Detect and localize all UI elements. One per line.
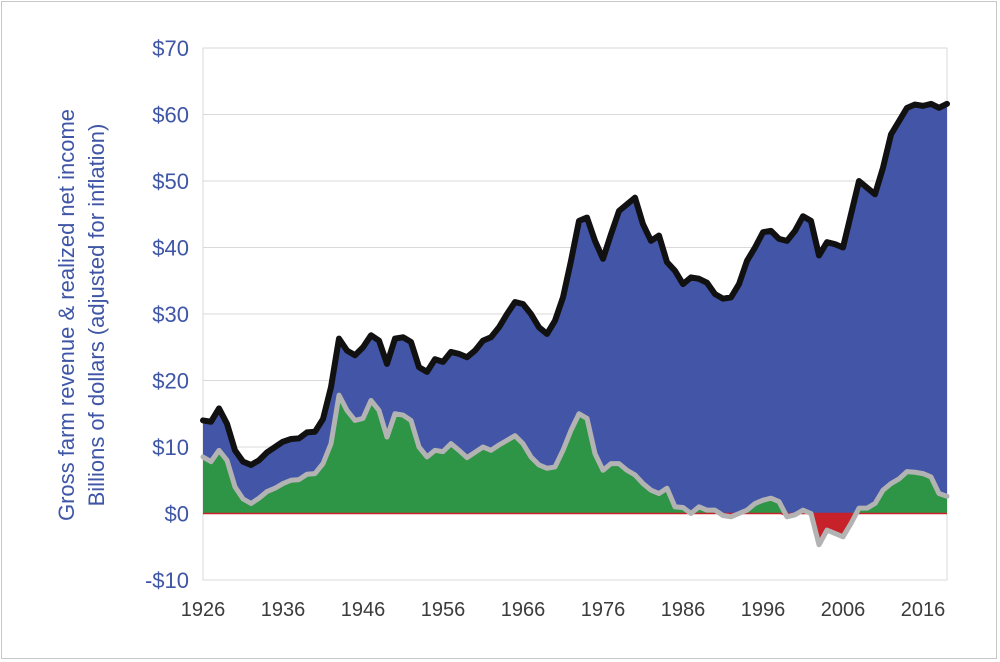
x-tick-label: 1926 [181, 599, 226, 621]
x-tick-label: 2006 [821, 599, 866, 621]
y-tick-label: $20 [152, 369, 189, 394]
y-tick-label: $0 [165, 502, 189, 527]
y-axis-title-line-2: Billions of dollars (adjusted for inflat… [84, 124, 109, 507]
x-axis-ticks: 1926 1936 1946 1956 1966 1976 1986 1996 2006 2016 [181, 599, 946, 621]
y-tick-label: $60 [152, 103, 189, 128]
x-tick-label: 1976 [581, 599, 626, 621]
y-tick-label: $70 [152, 36, 189, 61]
gross-revenue-area [203, 103, 947, 514]
net-income-positive-area [203, 395, 947, 514]
x-tick-label: 1986 [661, 599, 706, 621]
gross-revenue-line [200, 100, 950, 468]
x-tick-label: 2016 [901, 599, 946, 621]
y-tick-label: $40 [152, 236, 189, 261]
y-axis-title-line-1-group: Gross farm revenue & realized net income [54, 109, 79, 521]
x-tick-label: 1936 [261, 599, 306, 621]
y-tick-label: -$10 [145, 568, 189, 593]
y-axis-title-line-1: Gross farm revenue & realized net income [54, 109, 79, 521]
x-tick-label: 1966 [501, 599, 546, 621]
x-tick-label: 1996 [741, 599, 786, 621]
net-income-line [200, 392, 950, 548]
data-areas [203, 103, 947, 545]
y-tick-label: $30 [152, 302, 189, 327]
data-lines [200, 100, 950, 548]
y-tick-label: $10 [152, 435, 189, 460]
x-tick-label: 1946 [341, 599, 386, 621]
y-axis-ticks: -$10 $0 $10 $20 $30 $40 $50 $60 $70 [145, 36, 189, 593]
y-tick-label: $50 [152, 169, 189, 194]
x-tick-label: 1956 [421, 599, 466, 621]
y-axis-title-line-2-group: Billions of dollars (adjusted for inflat… [84, 124, 109, 507]
